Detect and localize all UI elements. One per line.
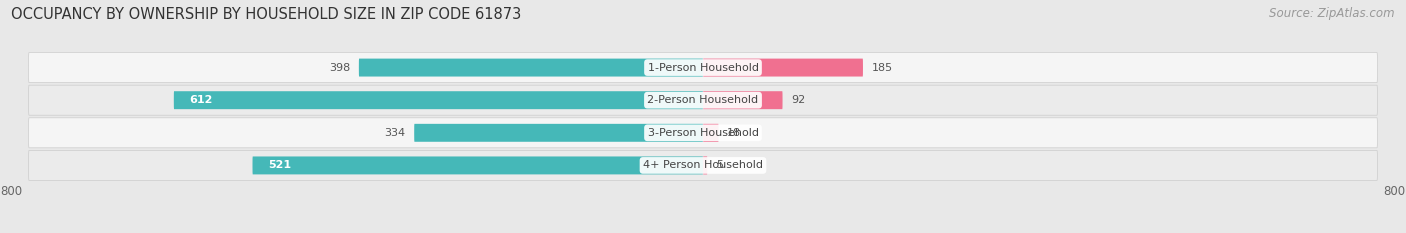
Text: 3-Person Household: 3-Person Household	[648, 128, 758, 138]
FancyBboxPatch shape	[174, 91, 703, 109]
Text: 185: 185	[872, 63, 893, 72]
Text: 398: 398	[329, 63, 350, 72]
Text: 334: 334	[384, 128, 405, 138]
FancyBboxPatch shape	[703, 91, 783, 109]
Text: 612: 612	[190, 95, 212, 105]
FancyBboxPatch shape	[703, 157, 707, 174]
FancyBboxPatch shape	[703, 58, 863, 76]
FancyBboxPatch shape	[28, 151, 1378, 180]
FancyBboxPatch shape	[28, 118, 1378, 148]
Text: 1-Person Household: 1-Person Household	[648, 63, 758, 72]
Text: 4+ Person Household: 4+ Person Household	[643, 161, 763, 170]
FancyBboxPatch shape	[28, 85, 1378, 115]
Text: 18: 18	[727, 128, 741, 138]
Text: 521: 521	[269, 161, 291, 170]
Text: 2-Person Household: 2-Person Household	[647, 95, 759, 105]
Text: Source: ZipAtlas.com: Source: ZipAtlas.com	[1270, 7, 1395, 20]
FancyBboxPatch shape	[703, 124, 718, 142]
Text: 92: 92	[792, 95, 806, 105]
FancyBboxPatch shape	[415, 124, 703, 142]
Text: OCCUPANCY BY OWNERSHIP BY HOUSEHOLD SIZE IN ZIP CODE 61873: OCCUPANCY BY OWNERSHIP BY HOUSEHOLD SIZE…	[11, 7, 522, 22]
FancyBboxPatch shape	[253, 157, 703, 174]
FancyBboxPatch shape	[359, 58, 703, 76]
FancyBboxPatch shape	[28, 53, 1378, 82]
Text: 5: 5	[716, 161, 723, 170]
